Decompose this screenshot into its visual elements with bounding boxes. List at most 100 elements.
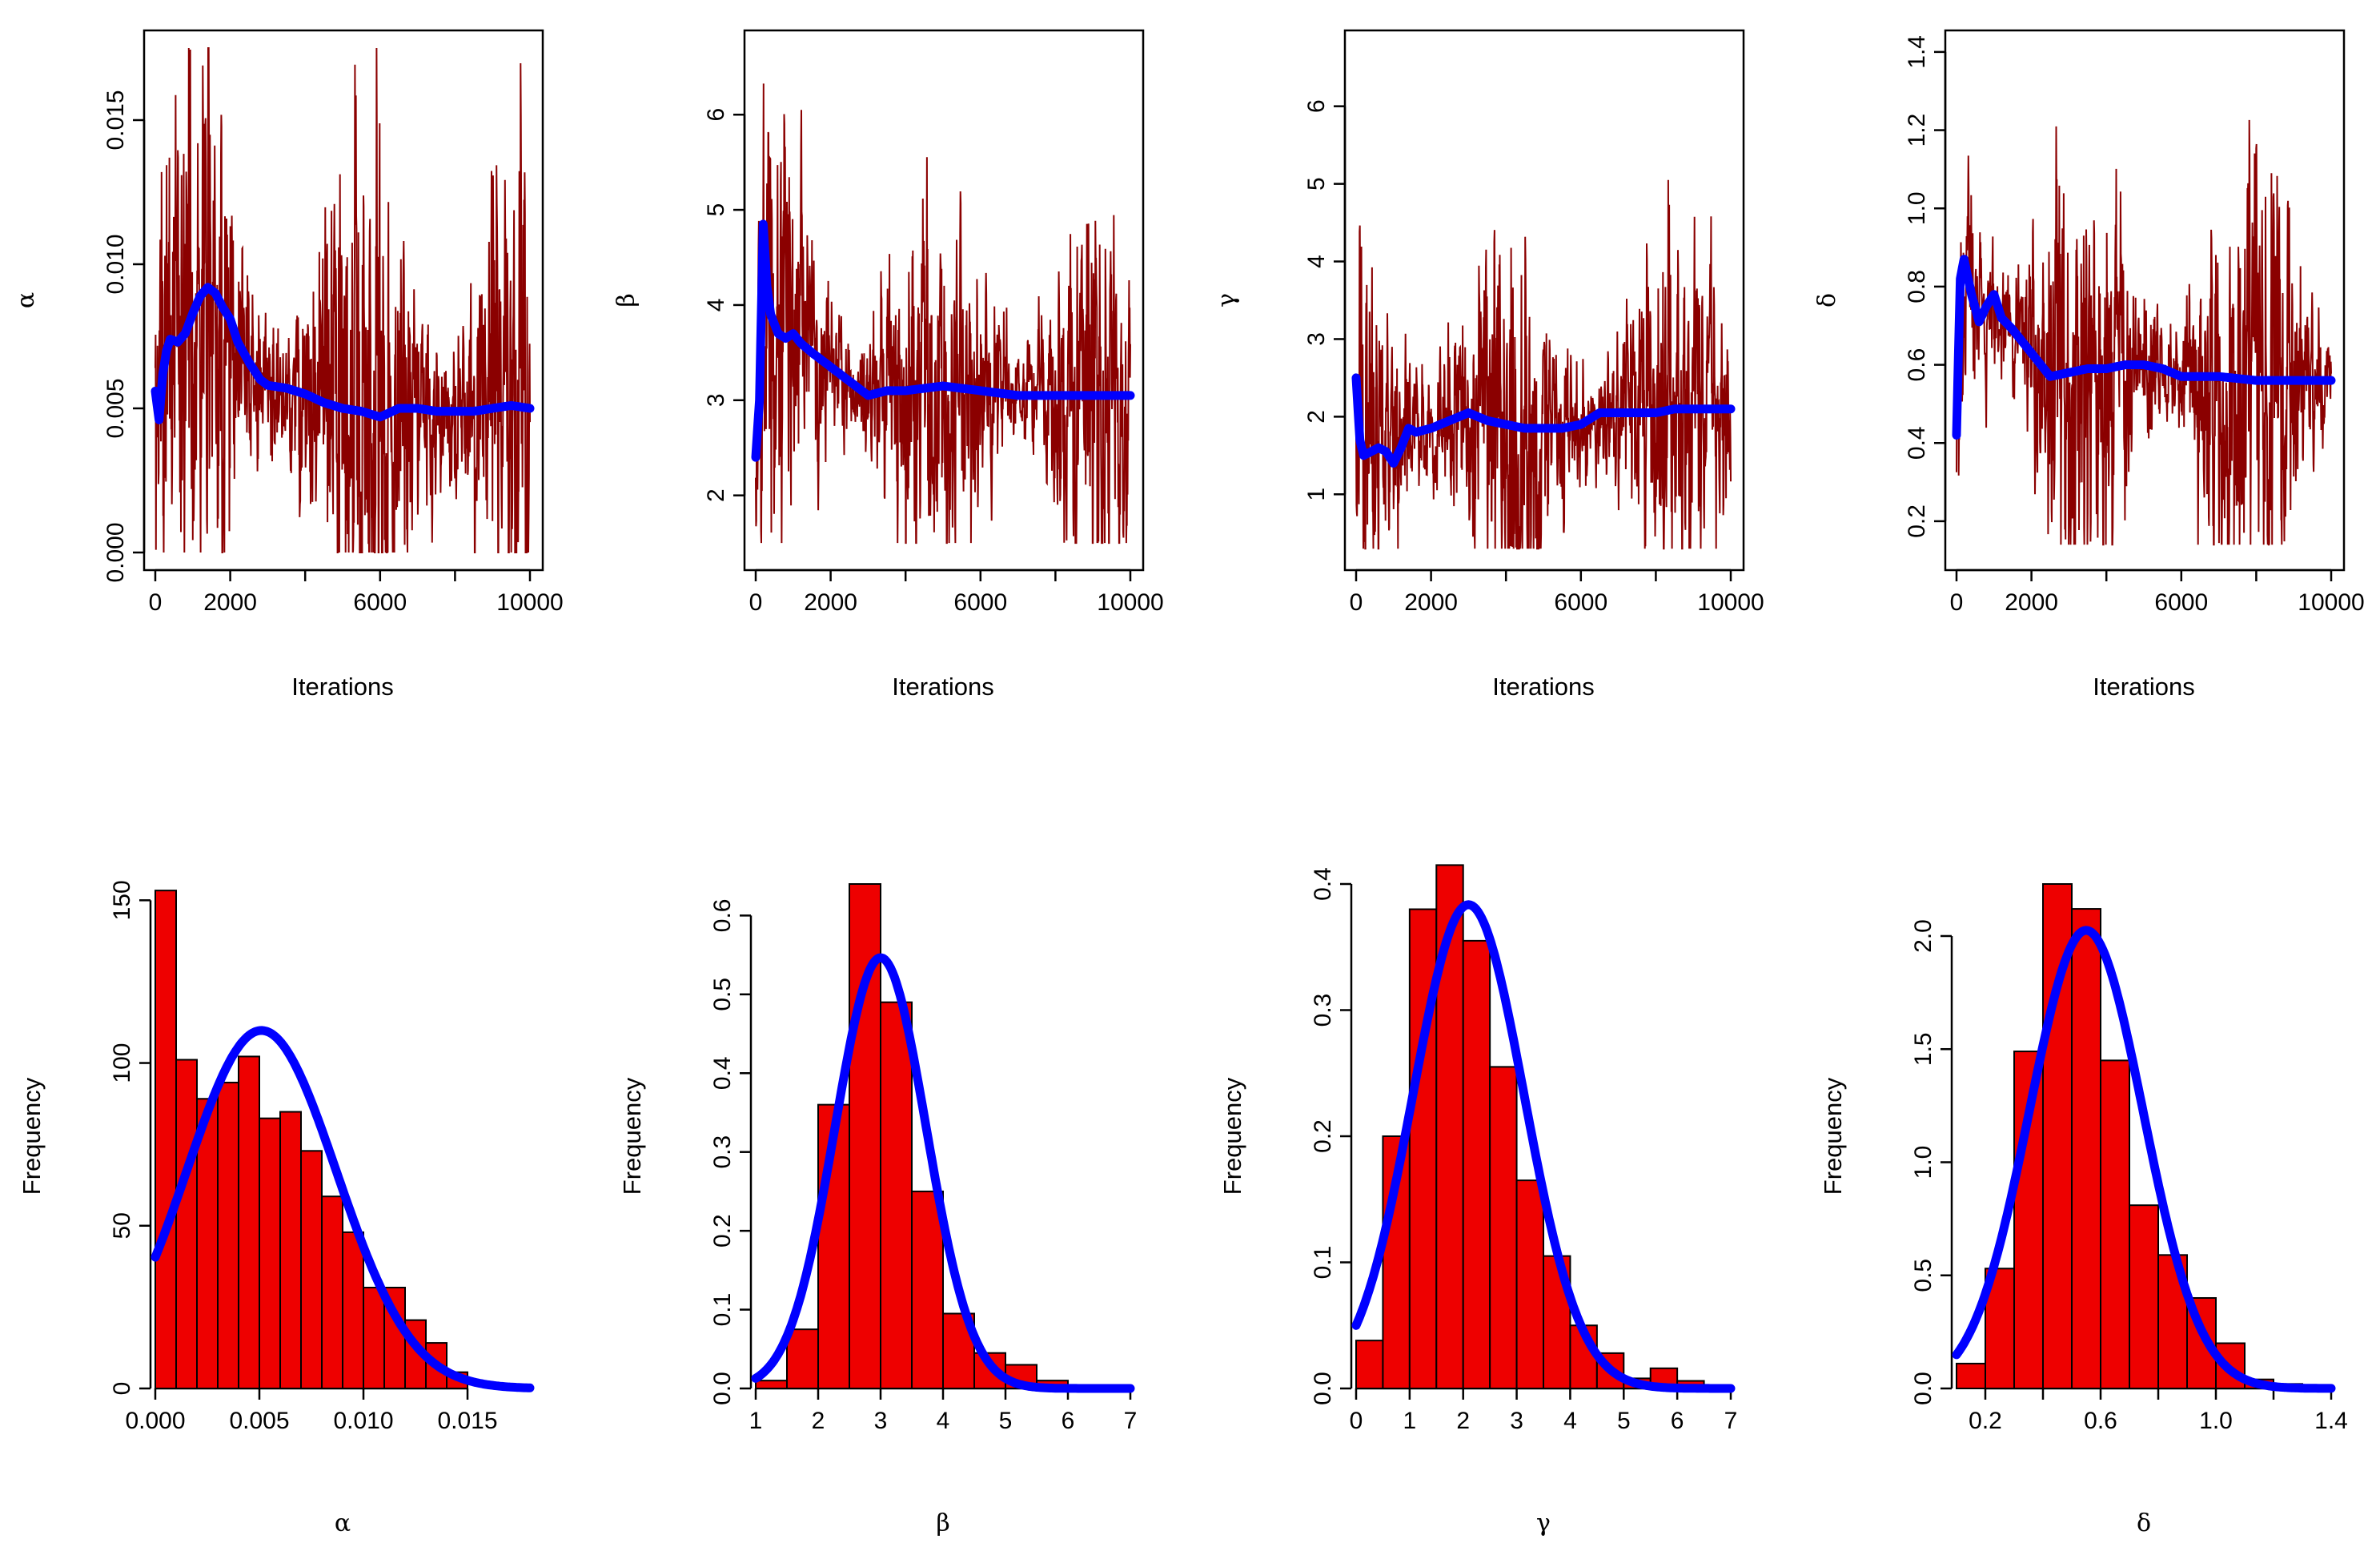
y-tick-label: 0.010 xyxy=(102,234,129,294)
x-tick-label: 0.6 xyxy=(2084,1408,2117,1434)
y-tick-label: 0.8 xyxy=(1904,270,1930,303)
x-tick-label: 1.0 xyxy=(2199,1408,2233,1434)
x-tick-label: 0 xyxy=(749,589,763,616)
y-tick-label: 0.0 xyxy=(709,1372,736,1405)
histogram-bar xyxy=(363,1287,385,1389)
y-axis-title: Frequency xyxy=(18,1077,46,1195)
x-tick-label: 4 xyxy=(937,1408,950,1434)
x-tick-label: 10000 xyxy=(2298,589,2364,616)
x-axis-title: Iterations xyxy=(2093,673,2195,701)
histogram-bar xyxy=(342,1231,364,1389)
x-tick-label: 0.2 xyxy=(1969,1408,2002,1434)
x-tick-label: 0 xyxy=(1350,1408,1363,1434)
panel-trace-delta: 0 2000 6000 10000 0.2 0.4 0.6 0.8 1.0 1.2 1.4 Itera… xyxy=(1813,29,2365,701)
x-axis: 0.2 0.6 1.0 1.4 xyxy=(1969,1387,2348,1434)
histogram-bar xyxy=(1956,1362,1986,1389)
x-tick-label: 0.010 xyxy=(333,1408,393,1434)
x-tick-label: 3 xyxy=(1510,1408,1523,1434)
y-axis-title: γ xyxy=(1213,293,1241,307)
density-curve xyxy=(751,953,1135,1393)
x-axis: 0 2000 6000 10000 xyxy=(749,569,1164,616)
x-axis-title: γ xyxy=(1536,1509,1551,1537)
histogram-bar xyxy=(2013,1051,2044,1390)
histogram-bar xyxy=(238,1055,260,1389)
y-axis-title: Frequency xyxy=(1218,1077,1246,1195)
histogram-bar xyxy=(2100,1059,2130,1390)
y-tick-label: 0.4 xyxy=(709,1056,736,1090)
y-tick-label: 1.0 xyxy=(1910,1146,1937,1179)
y-tick-label: 0.0 xyxy=(1310,1372,1336,1405)
y-axis-title: β xyxy=(612,293,640,307)
density-curve xyxy=(1952,926,2336,1393)
panel-hist-beta: 1 2 3 4 5 6 7 0.0 0.1 0.2 0.3 0.4 0.5 0.6 β Frequency xyxy=(618,883,1137,1537)
y-tick-label: 3 xyxy=(1303,332,1330,346)
histogram-bar xyxy=(175,1059,198,1390)
y-axis: 1 2 3 4 5 6 xyxy=(1303,99,1347,501)
y-axis-title: α xyxy=(12,292,40,308)
panel-trace-gamma: 0 2000 6000 10000 1 2 3 4 5 6 Iterations γ xyxy=(1213,29,1764,701)
y-tick-label: 0.4 xyxy=(1904,426,1930,460)
y-tick-label: 0.1 xyxy=(1310,1246,1336,1280)
x-tick-label: 6000 xyxy=(2154,589,2208,616)
x-tick-label: 6000 xyxy=(953,589,1007,616)
x-tick-label: 0 xyxy=(1950,589,1964,616)
histogram-bars xyxy=(755,883,1069,1389)
y-axis-title: δ xyxy=(1813,293,1841,307)
x-axis: 0.000 0.005 0.010 0.015 xyxy=(125,1387,498,1434)
panel-hist-gamma: 0 1 2 3 4 5 6 7 0.0 0.1 0.2 0.3 0.4 γ Frequency xyxy=(1218,864,1737,1537)
y-tick-label: 1.2 xyxy=(1904,114,1930,147)
y-tick-label: 0.000 xyxy=(102,522,129,582)
x-tick-label: 1.4 xyxy=(2314,1408,2348,1434)
y-tick-label: 0.2 xyxy=(1904,504,1930,538)
x-axis: 0 2000 6000 10000 xyxy=(149,569,564,616)
y-tick-label: 6 xyxy=(703,108,729,122)
x-axis-title: Iterations xyxy=(1492,673,1595,701)
x-tick-label: 4 xyxy=(1563,1408,1577,1434)
x-tick-label: 2000 xyxy=(1404,589,1458,616)
x-tick-label: 10000 xyxy=(496,589,563,616)
x-tick-label: 0.000 xyxy=(125,1408,185,1434)
x-axis-title: β xyxy=(936,1509,949,1537)
x-tick-label: 2000 xyxy=(203,589,257,616)
x-tick-label: 5 xyxy=(1617,1408,1631,1434)
y-tick-label: 0.3 xyxy=(1310,994,1336,1027)
histogram-bar xyxy=(755,1380,788,1389)
y-axis-title: Frequency xyxy=(618,1077,646,1195)
y-tick-label: 2 xyxy=(703,488,729,502)
y-tick-label: 1 xyxy=(1303,488,1330,501)
y-tick-label: 0.5 xyxy=(709,978,736,1011)
x-tick-label: 6 xyxy=(1062,1408,1075,1434)
y-tick-label: 0.3 xyxy=(709,1135,736,1169)
histogram-bar xyxy=(1355,1340,1384,1390)
y-tick-label: 0.4 xyxy=(1310,867,1336,901)
x-tick-label: 2 xyxy=(812,1408,825,1434)
y-tick-label: 0.2 xyxy=(1310,1119,1336,1153)
y-tick-label: 1.4 xyxy=(1904,35,1930,69)
density-curve xyxy=(1351,900,1736,1393)
panel-hist-delta: 0.2 0.6 1.0 1.4 0.0 0.5 1.0 1.5 2.0 δ Frequency xyxy=(1819,883,2348,1537)
y-tick-label: 0.0 xyxy=(1910,1372,1937,1405)
histogram-bar xyxy=(300,1150,323,1389)
y-axis: 0.0 0.1 0.2 0.3 0.4 0.5 0.6 xyxy=(709,899,753,1405)
histogram-bar xyxy=(196,1098,219,1389)
y-tick-label: 0.5 xyxy=(1910,1259,1937,1292)
x-axis-title: Iterations xyxy=(892,673,994,701)
histogram-bar xyxy=(2129,1204,2159,1389)
y-axis: 0.0 0.5 1.0 1.5 2.0 xyxy=(1910,919,1953,1405)
y-tick-label: 150 xyxy=(109,880,135,920)
y-tick-label: 0.6 xyxy=(1904,348,1930,382)
x-axis: 0 2000 6000 10000 xyxy=(1950,569,2365,616)
x-tick-label: 10000 xyxy=(1697,589,1764,616)
x-tick-label: 6 xyxy=(1671,1408,1684,1434)
running-mean-line xyxy=(151,283,535,424)
y-tick-label: 4 xyxy=(1303,255,1330,268)
histogram-bars xyxy=(155,890,468,1390)
histogram-bar xyxy=(880,1001,913,1389)
x-tick-label: 2000 xyxy=(2005,589,2058,616)
y-tick-label: 0.1 xyxy=(709,1293,736,1327)
x-tick-label: 0 xyxy=(1350,589,1363,616)
histogram-bar xyxy=(1985,1268,2015,1389)
y-tick-label: 0.015 xyxy=(102,90,129,150)
running-mean-line xyxy=(751,219,1135,462)
